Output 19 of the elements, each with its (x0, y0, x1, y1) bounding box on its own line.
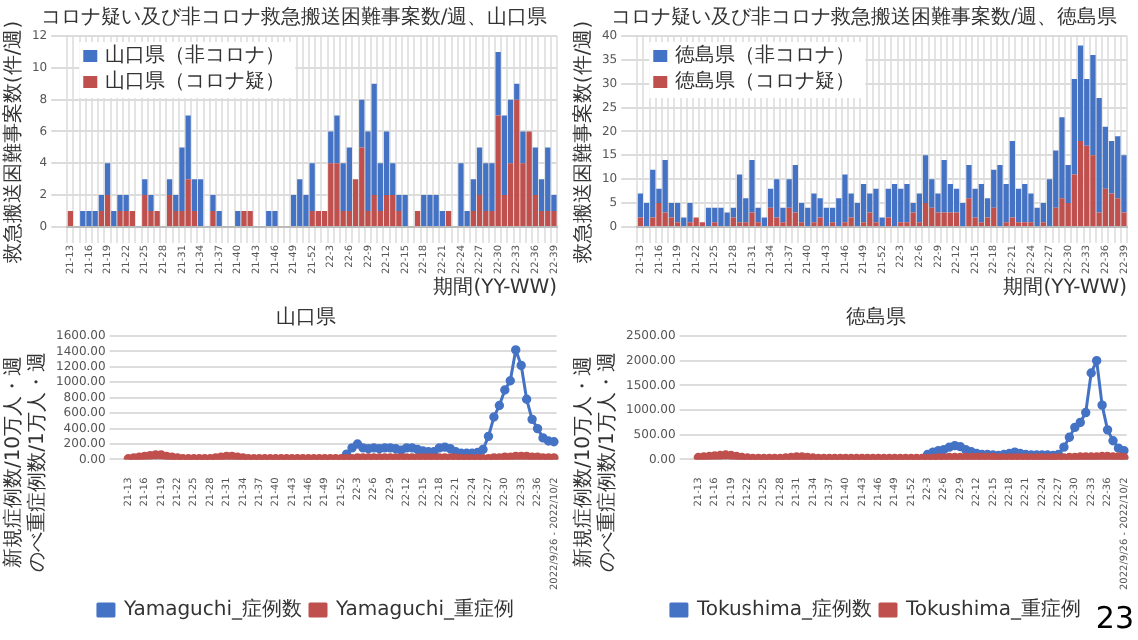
legend-label: Yamaguchi_症例数 (121, 597, 303, 622)
y-axis-title: 救急搬送困難事案数(件/週) (1, 20, 26, 266)
legend-label: 徳島県（コロナ疑） (675, 69, 856, 94)
legend-label: 徳島県（非コロナ） (675, 43, 856, 68)
y-axis-title: 新規症例数/10万人・週のべ重症例数/1万人・週 (1, 352, 50, 572)
chart-title: コロナ疑い及び非コロナ救急搬送困難事案数/週、徳島県 (610, 5, 1118, 30)
x-axis-title: 期間(YY-WW) (433, 275, 558, 300)
chart-title: 山口県 (276, 305, 336, 330)
chart-title: コロナ疑い及び非コロナ救急搬送困難事案数/週、山口県 (40, 5, 548, 30)
y-axis-title: 救急搬送困難事案数(件/週) (571, 20, 596, 266)
legend-label: 山口県（非コロナ） (105, 43, 286, 68)
legend-label: 山口県（コロナ疑） (105, 69, 286, 94)
y-axis-title: 新規症例数/10万人・週のべ重症例数/1万人・週 (571, 352, 620, 572)
legend-label: Yamaguchi_重症例 (334, 597, 515, 622)
text: 23 (1095, 600, 1134, 636)
legend-label: Tokushima_症例数 (694, 597, 873, 622)
legend-label: Tokushima_重症例 (904, 597, 1082, 622)
chart-title: 徳島県 (846, 305, 906, 330)
x-axis-title: 期間(YY-WW) (1003, 275, 1128, 300)
